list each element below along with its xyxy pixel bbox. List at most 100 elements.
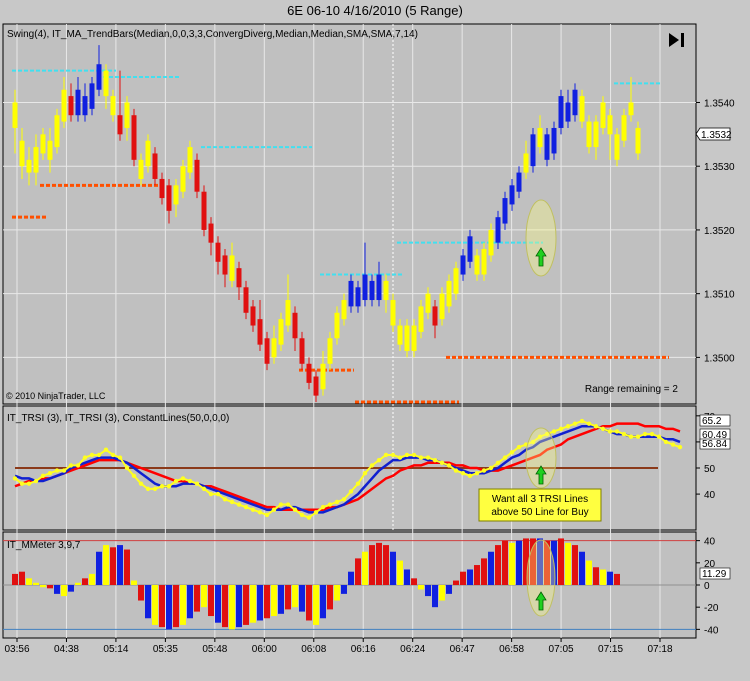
mmeter-bar [229, 585, 235, 630]
mmeter-bar [607, 571, 613, 585]
candle [516, 166, 522, 199]
mmeter-bar [544, 540, 550, 585]
trsi-tick-label: 50 [704, 464, 716, 475]
mmeter-bar [509, 542, 515, 585]
mmeter-bar [299, 585, 305, 612]
trsi-yellow-point [320, 504, 326, 510]
candle [271, 325, 277, 364]
trsi-yellow-point [33, 478, 39, 484]
mmeter-bar [383, 545, 389, 585]
candle-body [194, 159, 200, 192]
mmeter-bar [124, 549, 130, 585]
candle [439, 287, 445, 326]
range-remaining-text: Range remaining = 2 [585, 384, 679, 395]
trsi-yellow-point [89, 452, 95, 458]
trsi-yellow-point [264, 512, 270, 518]
trsi-yellow-point [243, 504, 249, 510]
candle [509, 178, 515, 211]
annotation-line-1: Want all 3 TRSI Lines [492, 494, 588, 505]
trsi-yellow-point [537, 434, 543, 439]
candle [306, 357, 312, 390]
trsi-yellow-point [110, 452, 116, 458]
trsi-yellow-point [229, 499, 235, 505]
mmeter-bar [355, 558, 361, 585]
candle-body [257, 319, 263, 345]
candle [334, 306, 340, 345]
candle [446, 274, 452, 313]
candle [621, 108, 627, 148]
candle [47, 127, 53, 173]
trsi-yellow-point [383, 452, 389, 458]
trsi-yellow-point [19, 481, 25, 486]
mmeter-bar [201, 585, 207, 608]
candle-body [579, 96, 585, 122]
trsi-yellow-point [194, 481, 200, 486]
trsi-yellow-point [656, 434, 662, 439]
swing-lines [12, 69, 669, 404]
trsi-yellow-point [551, 429, 557, 434]
trsi-yellow-point [166, 484, 172, 489]
mmeter-bar [306, 585, 312, 621]
trsi-yellow-point [355, 481, 361, 486]
candle-body [152, 153, 158, 179]
candle [110, 89, 116, 122]
trsi-yellow-point [180, 476, 186, 481]
candle [586, 115, 592, 154]
play-to-end-icon[interactable] [669, 33, 684, 47]
candle [229, 242, 235, 288]
trsi-yellow-point [607, 429, 613, 434]
trsi-tag-2: 60.49 [702, 430, 727, 441]
mmeter-bar [516, 540, 522, 585]
candle-body [495, 217, 501, 243]
candle-body [313, 376, 319, 396]
mmeter-bar [222, 585, 228, 628]
candle [75, 76, 81, 122]
mmeter-histogram [3, 538, 696, 630]
mmeter-bar [257, 585, 263, 621]
trsi-yellow-point [544, 431, 550, 437]
mmeter-bar [173, 585, 179, 628]
trsi-yellow-point [495, 460, 501, 465]
price-panel[interactable] [2, 23, 697, 405]
candle-body [341, 300, 347, 320]
mmeter-bar [33, 582, 39, 585]
candle-body [635, 127, 641, 154]
buy-signal-markers [525, 199, 557, 617]
trsi-yellow-point [173, 478, 179, 484]
candle-body [33, 147, 39, 173]
mmeter-bar [145, 585, 151, 619]
candle [565, 89, 571, 128]
candle-body [278, 319, 284, 345]
trsi-yellow-point [257, 510, 263, 515]
candle [481, 242, 487, 281]
candle [215, 236, 221, 275]
mmeter-bar [614, 573, 620, 585]
trsi-yellow-point [369, 463, 375, 468]
candle-body [348, 280, 354, 307]
trsi-yellow-point [432, 457, 438, 463]
candle [173, 178, 179, 218]
mmeter-bar [243, 585, 249, 625]
candle [607, 108, 613, 160]
trsi-yellow-point [467, 473, 473, 479]
candle-body [460, 255, 466, 275]
mmeter-bar [110, 547, 116, 585]
candle [376, 261, 382, 307]
mmeter-bar [320, 585, 326, 619]
mmeter-bar [61, 585, 67, 597]
trsi-yellow-point [68, 463, 74, 468]
candle [544, 127, 550, 167]
candle-body [187, 147, 193, 173]
x-tick-label: 06:24 [400, 644, 425, 655]
trsi-yellow-point [306, 515, 312, 520]
trsi-yellow-point [201, 486, 207, 492]
mmeter-bar [327, 585, 333, 610]
trsi-yellow-point [502, 455, 508, 460]
trsi-yellow-point [460, 471, 466, 476]
candle-body [397, 325, 403, 345]
x-tick-label: 04:38 [54, 644, 79, 655]
trsi-yellow-point [397, 455, 403, 460]
candle-body [628, 102, 634, 116]
price-signal-ellipse [525, 199, 557, 277]
